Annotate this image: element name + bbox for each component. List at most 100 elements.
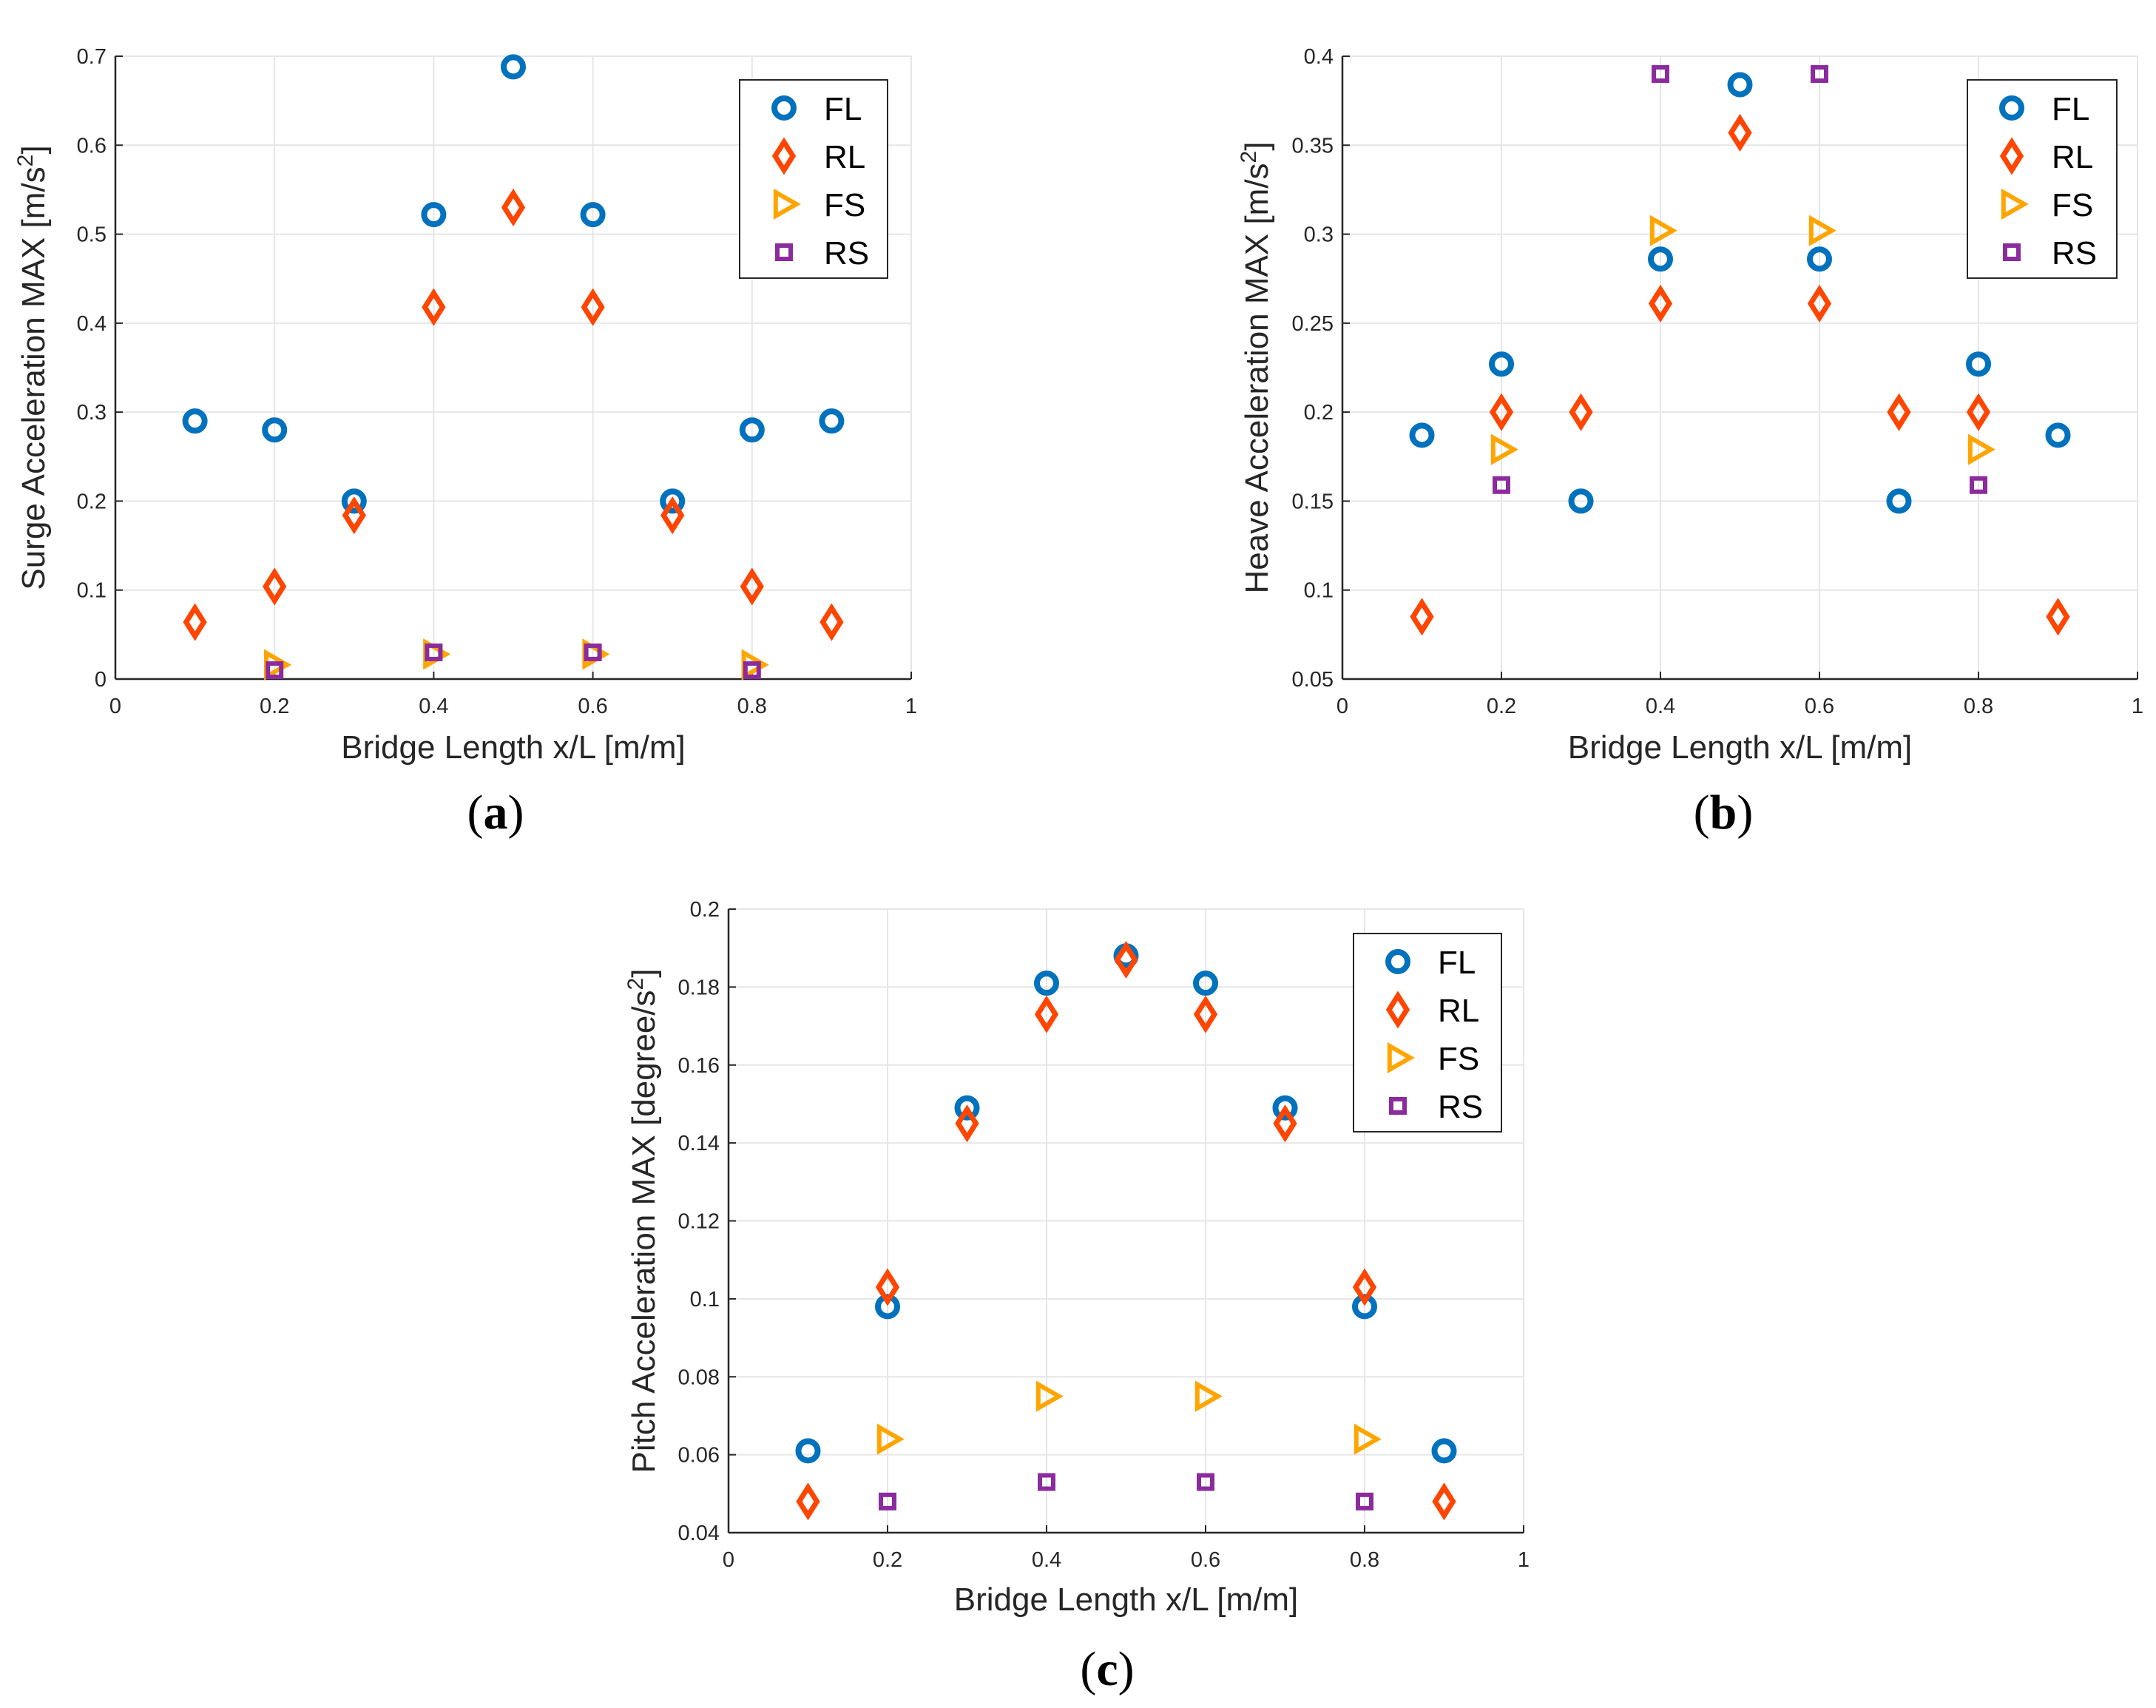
data-point-rs [1811,65,1828,84]
data-point-fs [876,1423,905,1455]
panel-label: (c) [1080,1642,1134,1696]
data-point-rl [2046,598,2070,636]
x-tick-label: 0.2 [260,695,289,718]
data-point-fl [1034,971,1059,996]
x-tick-label: 0 [723,1548,734,1572]
data-point-rs [584,643,602,661]
data-point-rl [1728,113,1752,152]
data-point-fl [262,417,288,443]
data-point-fl [2045,422,2071,448]
x-tick-label: 0.6 [578,695,607,718]
data-point-fl [501,54,526,80]
x-tick-label: 0.6 [1805,695,1834,718]
y-tick-label: 0.06 [678,1444,720,1468]
legend-label-fs: FS [824,187,865,223]
data-point-fl [1648,246,1673,272]
data-point-fl [1966,351,1991,377]
legend: FL RL FS RS [739,79,888,279]
data-point-fl [421,202,447,228]
legend-marker-fl [1385,949,1410,974]
y-tick-label: 0.12 [678,1210,720,1234]
y-tick-label: 0.1 [77,579,107,603]
legend: FL RL FS RS [1967,79,2118,279]
data-point-rl [1034,995,1059,1033]
legend-box [739,79,888,279]
data-point-fl [580,202,606,228]
legend-label-rs: RS [2052,235,2097,271]
data-point-fl [1886,488,1912,514]
x-tick-label: 0.8 [1350,1548,1379,1572]
y-tick-label: 0.2 [1304,401,1334,425]
data-point-rs [1970,476,1987,494]
data-point-rl [955,1104,979,1143]
x-tick-label: 0 [1336,695,1348,718]
legend-marker-rl [771,137,797,175]
data-point-fl [739,417,765,443]
data-point-rs [879,1492,896,1510]
x-tick-label: 1 [905,695,917,718]
data-point-rl [740,567,764,606]
x-axis-label: Bridge Length x/L [m/m] [954,1582,1298,1618]
y-tick-label: 0.08 [678,1366,720,1389]
y-tick-label: 0.35 [1292,134,1334,158]
legend-label-rl: RL [1438,993,1479,1029]
data-point-rs [1038,1473,1055,1491]
y-tick-label: 0.5 [77,223,107,247]
data-point-rl [1887,393,1911,431]
x-tick-label: 0 [109,695,121,718]
chart-panel-c: 0 0.2 0.4 0.6 0.8 1 0.04 0.06 0.08 0.1 0.12 0.14 0.1… [624,898,1530,1696]
x-tick-label: 0.4 [1646,695,1675,718]
x-axis-label: Bridge Length x/L [m/m] [1568,729,1912,766]
legend: FL RL FS RS [1353,933,1502,1133]
data-point-rs [1652,65,1669,84]
legend-label-rl: RL [2052,139,2093,175]
data-point-fs [1194,1380,1223,1412]
y-tick-label: 0.05 [1292,668,1334,692]
y-tick-label: 0.15 [1292,490,1334,513]
legend-marker-rl [1999,137,2024,175]
y-tick-label: 0.14 [678,1132,720,1155]
legend-marker-rs [2003,243,2021,261]
y-tick-label: 0.04 [678,1522,720,1545]
data-point-fl [341,488,367,514]
data-point-fl [1272,1095,1298,1121]
x-tick-label: 0.6 [1191,1548,1220,1572]
data-point-fs [1808,215,1836,246]
data-point-rl [1489,393,1514,431]
data-point-fs [1035,1380,1064,1412]
x-tick-label: 0.8 [1964,695,1993,718]
legend-label-rs: RS [1438,1089,1483,1125]
data-point-rl [796,1482,820,1521]
legend-label-rl: RL [824,139,865,175]
data-point-fl [954,1095,980,1121]
x-tick-label: 0.4 [1032,1548,1061,1572]
data-point-fl [1807,246,1832,272]
data-point-rl [263,567,287,606]
y-tick-label: 0.1 [1304,579,1334,603]
y-axis-label: Surge Acceleration MAX [m/s2] [13,145,52,590]
data-point-rl [660,496,685,535]
data-point-rs [266,661,284,679]
data-point-rl [501,188,526,227]
y-tick-label: 0.4 [1304,45,1334,69]
legend-marker-fs [1387,1042,1415,1074]
data-point-rl [1410,598,1434,636]
y-tick-label: 0.16 [678,1054,720,1078]
legend-box [1353,933,1502,1133]
legend-marker-fs [773,188,801,220]
x-tick-label: 1 [2132,695,2143,718]
legend-marker-fs [2001,188,2029,220]
data-point-fl [819,408,845,434]
y-axis-label: Heave Acceleration MAX [m/s2] [1237,142,1275,594]
data-point-fs [1354,1423,1382,1455]
chart-panel-a: 0 0.2 0.4 0.6 0.8 1 0 0.1 0.2 0.3 0.4 0.5 0.6 0.7 Brid… [13,45,917,840]
panel-label: (a) [467,786,524,840]
y-tick-label: 0.6 [77,134,107,158]
legend-label-fl: FL [824,91,862,127]
x-tick-label: 0.2 [1487,695,1516,718]
data-point-rl [1273,1104,1297,1143]
x-tick-label: 0.4 [419,695,448,718]
data-point-rs [743,661,761,679]
data-point-rs [1493,476,1510,494]
legend-label-fs: FS [2052,187,2093,223]
